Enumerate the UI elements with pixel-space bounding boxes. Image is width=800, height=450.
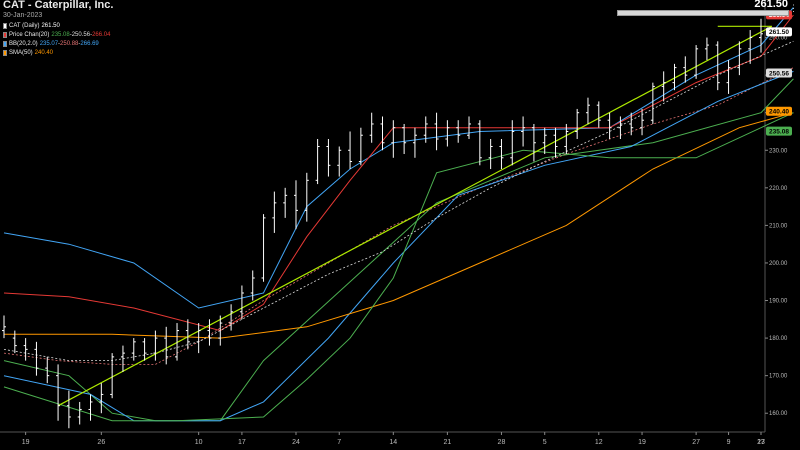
y-tick-label: 190.00 bbox=[769, 299, 788, 305]
y-tick-label: 260.00 bbox=[769, 36, 788, 42]
y-tick-label: 230.00 bbox=[769, 148, 788, 154]
badge-price-channel-middle bbox=[766, 68, 792, 78]
legend-swatch bbox=[3, 49, 7, 56]
x-tick-label: 19 bbox=[638, 439, 646, 446]
price-channel-upper bbox=[3, 14, 794, 332]
legend-separator: - bbox=[90, 31, 93, 38]
legend-swatch bbox=[3, 40, 7, 47]
badge-last-price-label: 261.50 bbox=[769, 29, 789, 36]
y-tick-label: 210.00 bbox=[769, 223, 788, 229]
bollinger-lower bbox=[3, 70, 794, 422]
badge-price-channel-lower bbox=[766, 126, 792, 136]
x-tick-label: 27 bbox=[692, 439, 700, 446]
badge-price-channel-middle-label: 250.56 bbox=[769, 70, 789, 77]
legend-value: 250.88 bbox=[60, 40, 79, 47]
legend-name: Price Chan(20) bbox=[9, 31, 50, 38]
legend-value: 266.04 bbox=[92, 31, 111, 38]
legend-value: 235.07 bbox=[39, 40, 59, 47]
legend-swatch bbox=[3, 31, 7, 38]
y-tick-label: 220.00 bbox=[769, 186, 788, 192]
legend-value: 266.69 bbox=[80, 40, 99, 47]
legend-name: BB(20,2.0) bbox=[9, 40, 38, 47]
badge-sma-50-label: 240.40 bbox=[769, 108, 789, 115]
y-tick-label: 200.00 bbox=[769, 261, 788, 267]
chart-scrollbar[interactable] bbox=[617, 10, 789, 16]
legend-row: BB(20,2.0) 235.07 - 250.88 - 266.69 bbox=[3, 39, 110, 48]
legend-name: SMA(50) bbox=[9, 49, 33, 56]
legend-separator: - bbox=[69, 31, 72, 38]
x-tick-label: 9 bbox=[727, 439, 731, 446]
chart-date: 30-Jan-2023 bbox=[3, 12, 43, 19]
y-tick-label: 170.00 bbox=[769, 374, 788, 380]
bollinger-middle bbox=[3, 67, 794, 365]
legend-value: 240.40 bbox=[34, 49, 54, 56]
legend-name: CAT (Daily) bbox=[9, 22, 40, 29]
legend-value: 235.08 bbox=[51, 31, 70, 38]
legend-value: 250.56 bbox=[71, 31, 91, 38]
y-tick-label: 160.00 bbox=[769, 411, 788, 417]
x-tick-label: 23 bbox=[757, 439, 765, 446]
ohlc-bars bbox=[2, 18, 763, 429]
legend-separator: - bbox=[78, 40, 81, 47]
x-tick-label: 10 bbox=[195, 439, 203, 446]
badge-last-price bbox=[766, 27, 792, 37]
sma-50 bbox=[4, 112, 794, 339]
x-tick-label: 17 bbox=[757, 439, 765, 446]
price-channel-lower bbox=[3, 78, 794, 422]
legend-swatch bbox=[3, 22, 7, 29]
x-tick-label: 26 bbox=[97, 439, 105, 446]
badge-price-channel-lower-label: 235.08 bbox=[769, 128, 789, 135]
x-tick-label: 19 bbox=[22, 439, 30, 446]
price-channel-middle bbox=[3, 40, 794, 361]
legend-row: SMA(50) 240.40 bbox=[3, 48, 110, 57]
indicator-lines bbox=[3, 7, 794, 422]
last-price-readout: 261.50 bbox=[754, 0, 788, 10]
price-channel-lower-2 bbox=[3, 112, 794, 422]
y-tick-label: 180.00 bbox=[769, 336, 788, 342]
x-tick-label: 24 bbox=[292, 439, 300, 446]
chart-title: CAT - Caterpillar, Inc. bbox=[3, 0, 114, 11]
x-tick-label: 21 bbox=[443, 439, 451, 446]
x-tick-label: 14 bbox=[389, 439, 397, 446]
legend-row: Price Chan(20) 235.08 - 250.56 - 266.04 bbox=[3, 30, 110, 39]
x-tick-label: 17 bbox=[238, 439, 246, 446]
x-tick-label: 28 bbox=[498, 439, 506, 446]
chart-menu-icon[interactable]: ⋮ bbox=[789, 3, 798, 13]
x-tick-label: 12 bbox=[595, 439, 603, 446]
trend-line bbox=[57, 25, 773, 407]
legend-value: 261.50 bbox=[41, 22, 60, 29]
y-axis: 160.00 170.00 180.00 190.00 200.00 210.00 220.… bbox=[764, 0, 788, 432]
x-tick-label: 7 bbox=[337, 439, 341, 446]
chart-legend: CAT (Daily) 261.50 Price Chan(20) 235.08 - … bbox=[3, 21, 110, 57]
legend-row: CAT (Daily) 261.50 bbox=[3, 21, 110, 30]
legend-separator: - bbox=[58, 40, 61, 47]
badge-sma-50 bbox=[766, 106, 792, 116]
x-tick-label: 5 bbox=[543, 439, 547, 446]
